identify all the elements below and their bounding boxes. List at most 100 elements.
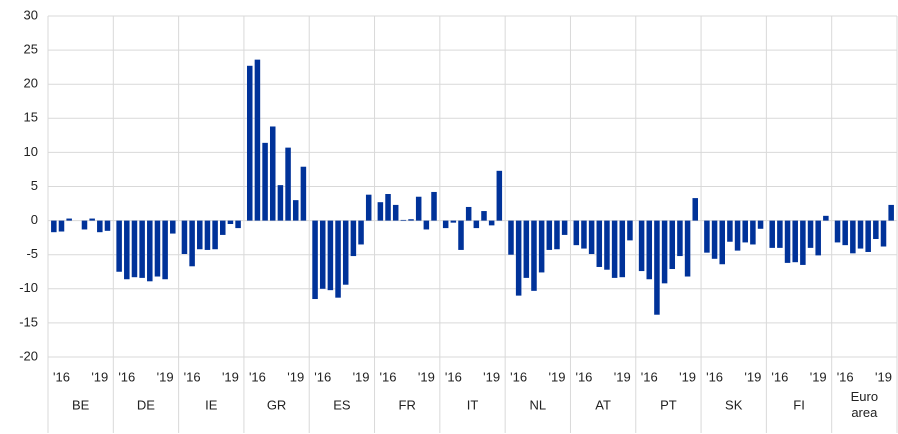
group-label: AT [595,397,611,412]
bar [458,220,464,250]
y-tick-label: -15 [19,314,38,329]
bar [189,220,195,267]
x-tick-label: '19 [222,369,239,384]
bar [627,220,633,241]
bar [423,220,430,230]
group-label: IE [205,397,218,412]
bar [246,65,253,221]
bar [312,220,318,300]
bar [684,220,691,277]
bar [465,206,472,221]
group-label: SK [725,397,743,412]
x-tick-label: '19 [548,369,565,384]
x-tick-label: '19 [614,369,631,384]
bar [538,220,545,273]
bar [823,215,829,221]
group-label: BE [72,397,90,412]
bar [415,196,422,221]
bar [254,59,261,221]
bar [531,220,537,291]
x-tick-label: '16 [510,369,527,384]
bar [385,194,391,221]
bar [581,220,587,249]
x-tick-label: '16 [249,369,266,384]
group-label: DE [137,397,155,412]
bar [546,220,553,250]
bar [204,220,211,250]
bar [51,220,57,233]
group-label: NL [529,397,546,412]
y-tick-label: 25 [24,42,38,57]
x-tick-label: '19 [353,369,370,384]
bar [319,220,326,289]
y-tick-label: 20 [24,76,38,91]
bar [496,170,503,221]
bar [131,220,138,278]
x-tick-label: '16 [575,369,592,384]
bar [515,220,522,296]
bar [619,220,626,278]
x-tick-label: '16 [445,369,462,384]
bar [408,219,414,221]
bar [81,220,88,230]
group-label: FI [793,397,805,412]
bar [365,194,372,221]
bar [734,220,741,251]
bar [139,220,145,278]
bar [604,220,610,270]
bar [727,220,733,242]
bar [342,220,349,285]
bar [888,204,894,221]
x-tick-label: '16 [184,369,201,384]
bar [300,166,307,221]
group-label: IT [467,397,479,412]
bar [220,220,226,235]
y-tick-label: -5 [26,246,38,261]
x-tick-label: '16 [380,369,397,384]
x-tick-label: '19 [483,369,500,384]
bar [834,220,841,243]
bar [124,220,130,280]
bar [611,220,618,278]
bar [561,220,568,235]
bar [777,220,783,248]
x-tick-label: '19 [744,369,761,384]
bar [850,220,856,254]
bar [757,220,764,229]
bar [197,220,203,250]
bar [873,220,879,240]
bar [573,220,580,246]
bar [596,220,603,267]
bar [285,147,291,221]
bar [442,220,449,229]
bar [638,220,645,272]
bar [400,219,407,221]
x-tick-label: '16 [706,369,723,384]
bar [646,220,653,280]
bar [800,220,806,265]
group-label: ES [333,397,351,412]
bar [865,220,871,252]
y-tick-label: -10 [19,280,38,295]
bar [554,220,560,250]
bar [335,220,341,298]
bar [97,220,103,233]
group-label: PT [660,397,677,412]
bar [692,198,699,221]
bar [392,204,399,221]
bar [162,220,168,280]
bar [769,220,775,248]
bar [170,220,176,234]
bar [377,202,384,221]
bar [116,220,122,272]
y-tick-label: 30 [24,7,38,22]
y-tick-label: 0 [31,212,38,227]
bar [292,200,299,221]
bar [792,220,798,263]
group-label: FR [399,397,416,412]
bar [481,211,487,221]
y-tick-label: -20 [19,348,38,363]
y-tick-label: 5 [31,178,38,193]
bar [807,220,814,248]
